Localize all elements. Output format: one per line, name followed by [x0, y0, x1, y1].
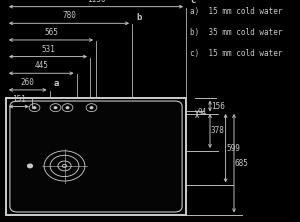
Circle shape	[66, 107, 69, 109]
Text: 1130: 1130	[87, 0, 105, 4]
Text: a: a	[54, 79, 59, 88]
Circle shape	[90, 107, 93, 109]
Text: b)  35 mm cold water: b) 35 mm cold water	[190, 28, 283, 37]
Text: 780: 780	[62, 11, 76, 20]
Text: c: c	[190, 0, 196, 5]
Text: 445: 445	[34, 61, 48, 70]
Circle shape	[28, 164, 32, 168]
Text: 156: 156	[211, 101, 225, 111]
Text: 378: 378	[211, 127, 225, 135]
Text: 685: 685	[235, 159, 249, 168]
Circle shape	[33, 107, 36, 109]
Text: a)  15 mm cold water: a) 15 mm cold water	[190, 7, 283, 16]
Text: 531: 531	[41, 45, 55, 54]
Circle shape	[54, 107, 57, 109]
Text: 260: 260	[21, 78, 35, 87]
Text: 565: 565	[44, 28, 58, 37]
FancyBboxPatch shape	[10, 101, 182, 212]
Text: 599: 599	[226, 144, 240, 153]
Text: c)  15 mm cold water: c) 15 mm cold water	[190, 49, 283, 58]
Bar	[6, 98, 186, 215]
Text: b: b	[136, 12, 142, 22]
Text: 94: 94	[198, 108, 207, 117]
Text: 151: 151	[12, 95, 26, 104]
